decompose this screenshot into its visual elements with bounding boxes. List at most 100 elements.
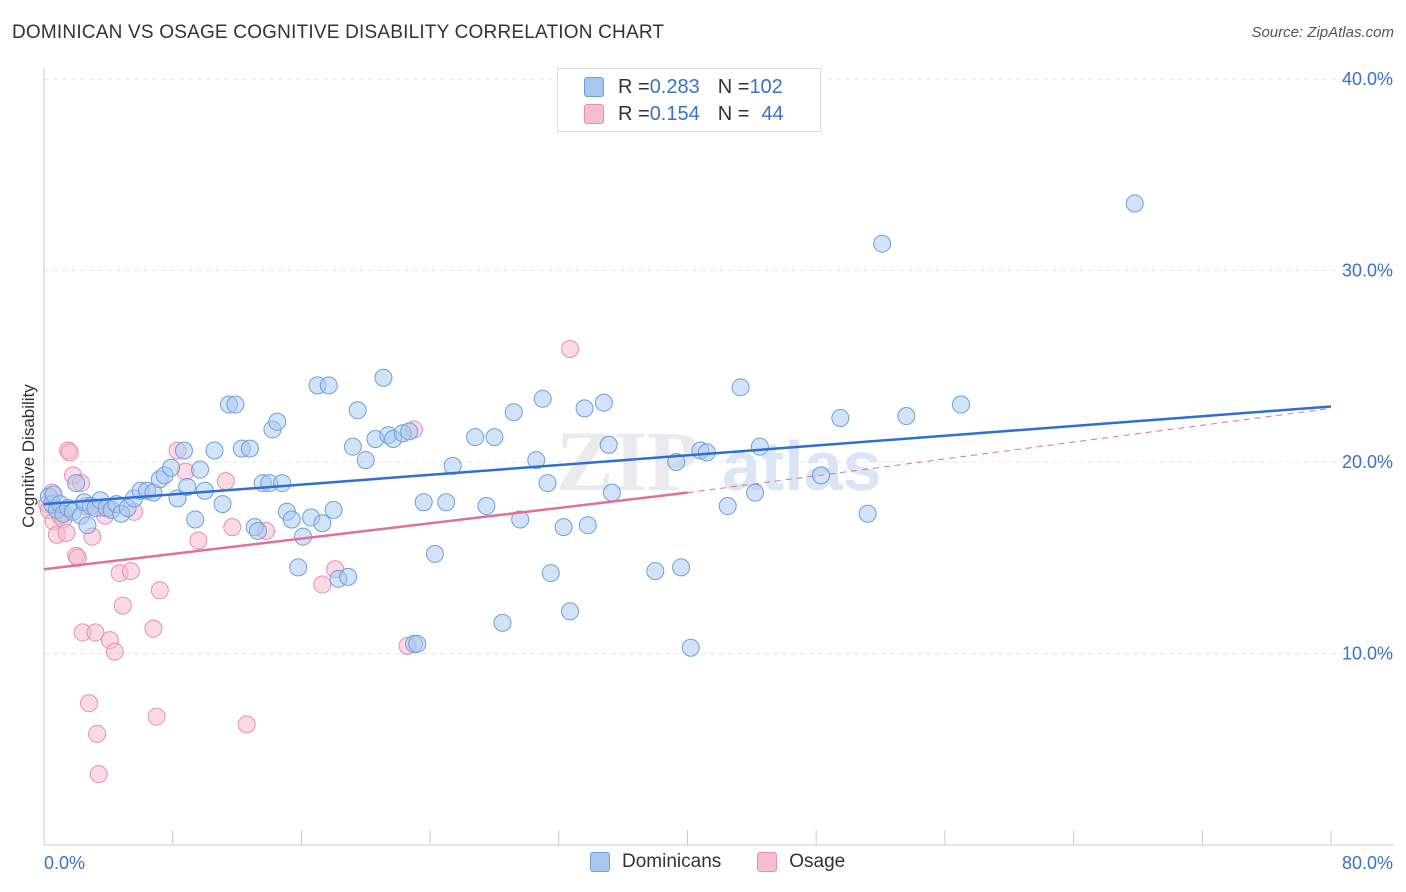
dominican-point xyxy=(873,234,892,253)
series-legend: Dominicans Osage xyxy=(590,851,881,873)
y-tick-label: 20.0% xyxy=(1342,452,1393,472)
dominican-point xyxy=(602,483,621,502)
dominican-point xyxy=(667,453,686,471)
chart-title: DOMINICAN VS OSAGE COGNITIVE DISABILITY … xyxy=(12,22,665,43)
dominican-point xyxy=(67,474,86,493)
dominican-point xyxy=(240,439,259,458)
dominican-point xyxy=(273,474,292,493)
dominican-point xyxy=(750,437,769,456)
dominican-point xyxy=(1125,194,1144,213)
trend-lines xyxy=(43,405,1332,571)
legend-swatch-dominicans xyxy=(584,77,604,97)
dominican-point xyxy=(646,562,665,581)
y-tick-label: 30.0% xyxy=(1342,261,1393,281)
dominican-point xyxy=(174,441,193,460)
dominican-point xyxy=(343,437,362,456)
dominican-point xyxy=(485,428,504,447)
gridlines xyxy=(44,78,1394,654)
source-label: Source: ZipAtlas.com xyxy=(1251,24,1394,41)
legend-swatch-dominicans xyxy=(590,852,610,872)
dominicans-trend-line xyxy=(43,405,1332,506)
dominican-point xyxy=(313,514,332,533)
osage-point xyxy=(121,562,140,581)
dominican-point xyxy=(599,435,618,454)
dominican-point xyxy=(400,422,419,441)
y-tick-labels: 10.0% 20.0% 30.0% 40.0% xyxy=(1342,69,1393,664)
dominican-point xyxy=(414,493,433,512)
legend-r-value: 0.283 xyxy=(649,75,700,98)
legend-swatch-osage xyxy=(757,852,778,872)
dominican-point xyxy=(78,516,97,535)
dominican-point xyxy=(951,395,970,414)
dominican-point xyxy=(594,393,613,412)
dominican-point xyxy=(477,497,496,516)
dominican-point xyxy=(178,477,197,496)
dominican-point xyxy=(425,544,444,563)
osage-point xyxy=(113,596,132,615)
dominican-point xyxy=(205,441,224,460)
osage-point xyxy=(86,623,105,642)
legend-n-label: N = xyxy=(717,75,750,98)
x-ticks xyxy=(43,830,1332,845)
dominican-point xyxy=(186,510,205,529)
dominican-point xyxy=(718,497,737,516)
osage-point xyxy=(80,694,99,713)
dominican-point xyxy=(339,567,358,586)
legend-label-osage: Osage xyxy=(789,851,846,872)
dominican-point xyxy=(897,407,916,426)
legend-item-dominicans[interactable]: Dominicans xyxy=(590,851,721,873)
dominican-point xyxy=(541,564,560,583)
dominican-point xyxy=(213,495,232,514)
dominican-point xyxy=(527,451,546,470)
osage-point xyxy=(223,518,242,537)
legend-row-dominicans: R = 0.283 N = 102 xyxy=(584,74,783,100)
dominican-point xyxy=(493,613,512,632)
dominican-point xyxy=(746,483,765,502)
osage-point xyxy=(144,619,163,638)
dominican-point xyxy=(226,395,245,414)
osage-point xyxy=(216,472,235,491)
osage-trend-line xyxy=(43,491,688,571)
dominican-point xyxy=(162,458,181,477)
legend-r-value: 0.154 xyxy=(649,102,700,125)
axes xyxy=(43,68,1394,846)
x-tick-label: 0.0% xyxy=(44,853,85,873)
y-tick-label: 40.0% xyxy=(1342,69,1393,89)
dominican-point xyxy=(374,368,393,387)
dominican-point xyxy=(191,460,210,479)
osage-point xyxy=(60,443,79,462)
legend-n-label: N = xyxy=(717,102,750,125)
dominican-point xyxy=(578,516,597,535)
dominican-point xyxy=(437,493,456,512)
x-tick-labels: 0.0% 80.0% xyxy=(44,853,1393,873)
dominican-point xyxy=(681,638,700,657)
dominican-point xyxy=(561,602,580,621)
dominican-point xyxy=(575,399,594,418)
dominican-point xyxy=(408,634,427,653)
legend-swatch-osage xyxy=(584,104,604,124)
dominican-point xyxy=(268,412,287,431)
dominican-point xyxy=(319,376,338,395)
legend-item-osage[interactable]: Osage xyxy=(757,851,845,873)
dominican-point xyxy=(289,558,308,577)
osage-point xyxy=(105,642,124,661)
dominican-point xyxy=(356,451,375,470)
watermark-atlas: atlas xyxy=(722,427,882,505)
osage-point xyxy=(237,715,256,734)
dominican-point xyxy=(831,408,850,427)
dominican-point xyxy=(504,403,523,422)
y-axis-label: Cognitive Disability xyxy=(19,384,38,528)
osage-point xyxy=(88,724,107,743)
dominican-point xyxy=(466,428,485,447)
osage-point xyxy=(313,575,332,594)
osage-point xyxy=(189,531,208,550)
x-tick-label: 80.0% xyxy=(1342,853,1393,873)
y-tick-label: 10.0% xyxy=(1342,644,1393,664)
legend-row-osage: R = 0.154 N = 44 xyxy=(584,101,784,127)
osage-point xyxy=(561,340,580,359)
osage-point xyxy=(150,581,169,600)
dominican-point xyxy=(511,510,530,529)
legend-n-value: 102 xyxy=(749,75,783,98)
legend-n-value: 44 xyxy=(761,102,784,125)
